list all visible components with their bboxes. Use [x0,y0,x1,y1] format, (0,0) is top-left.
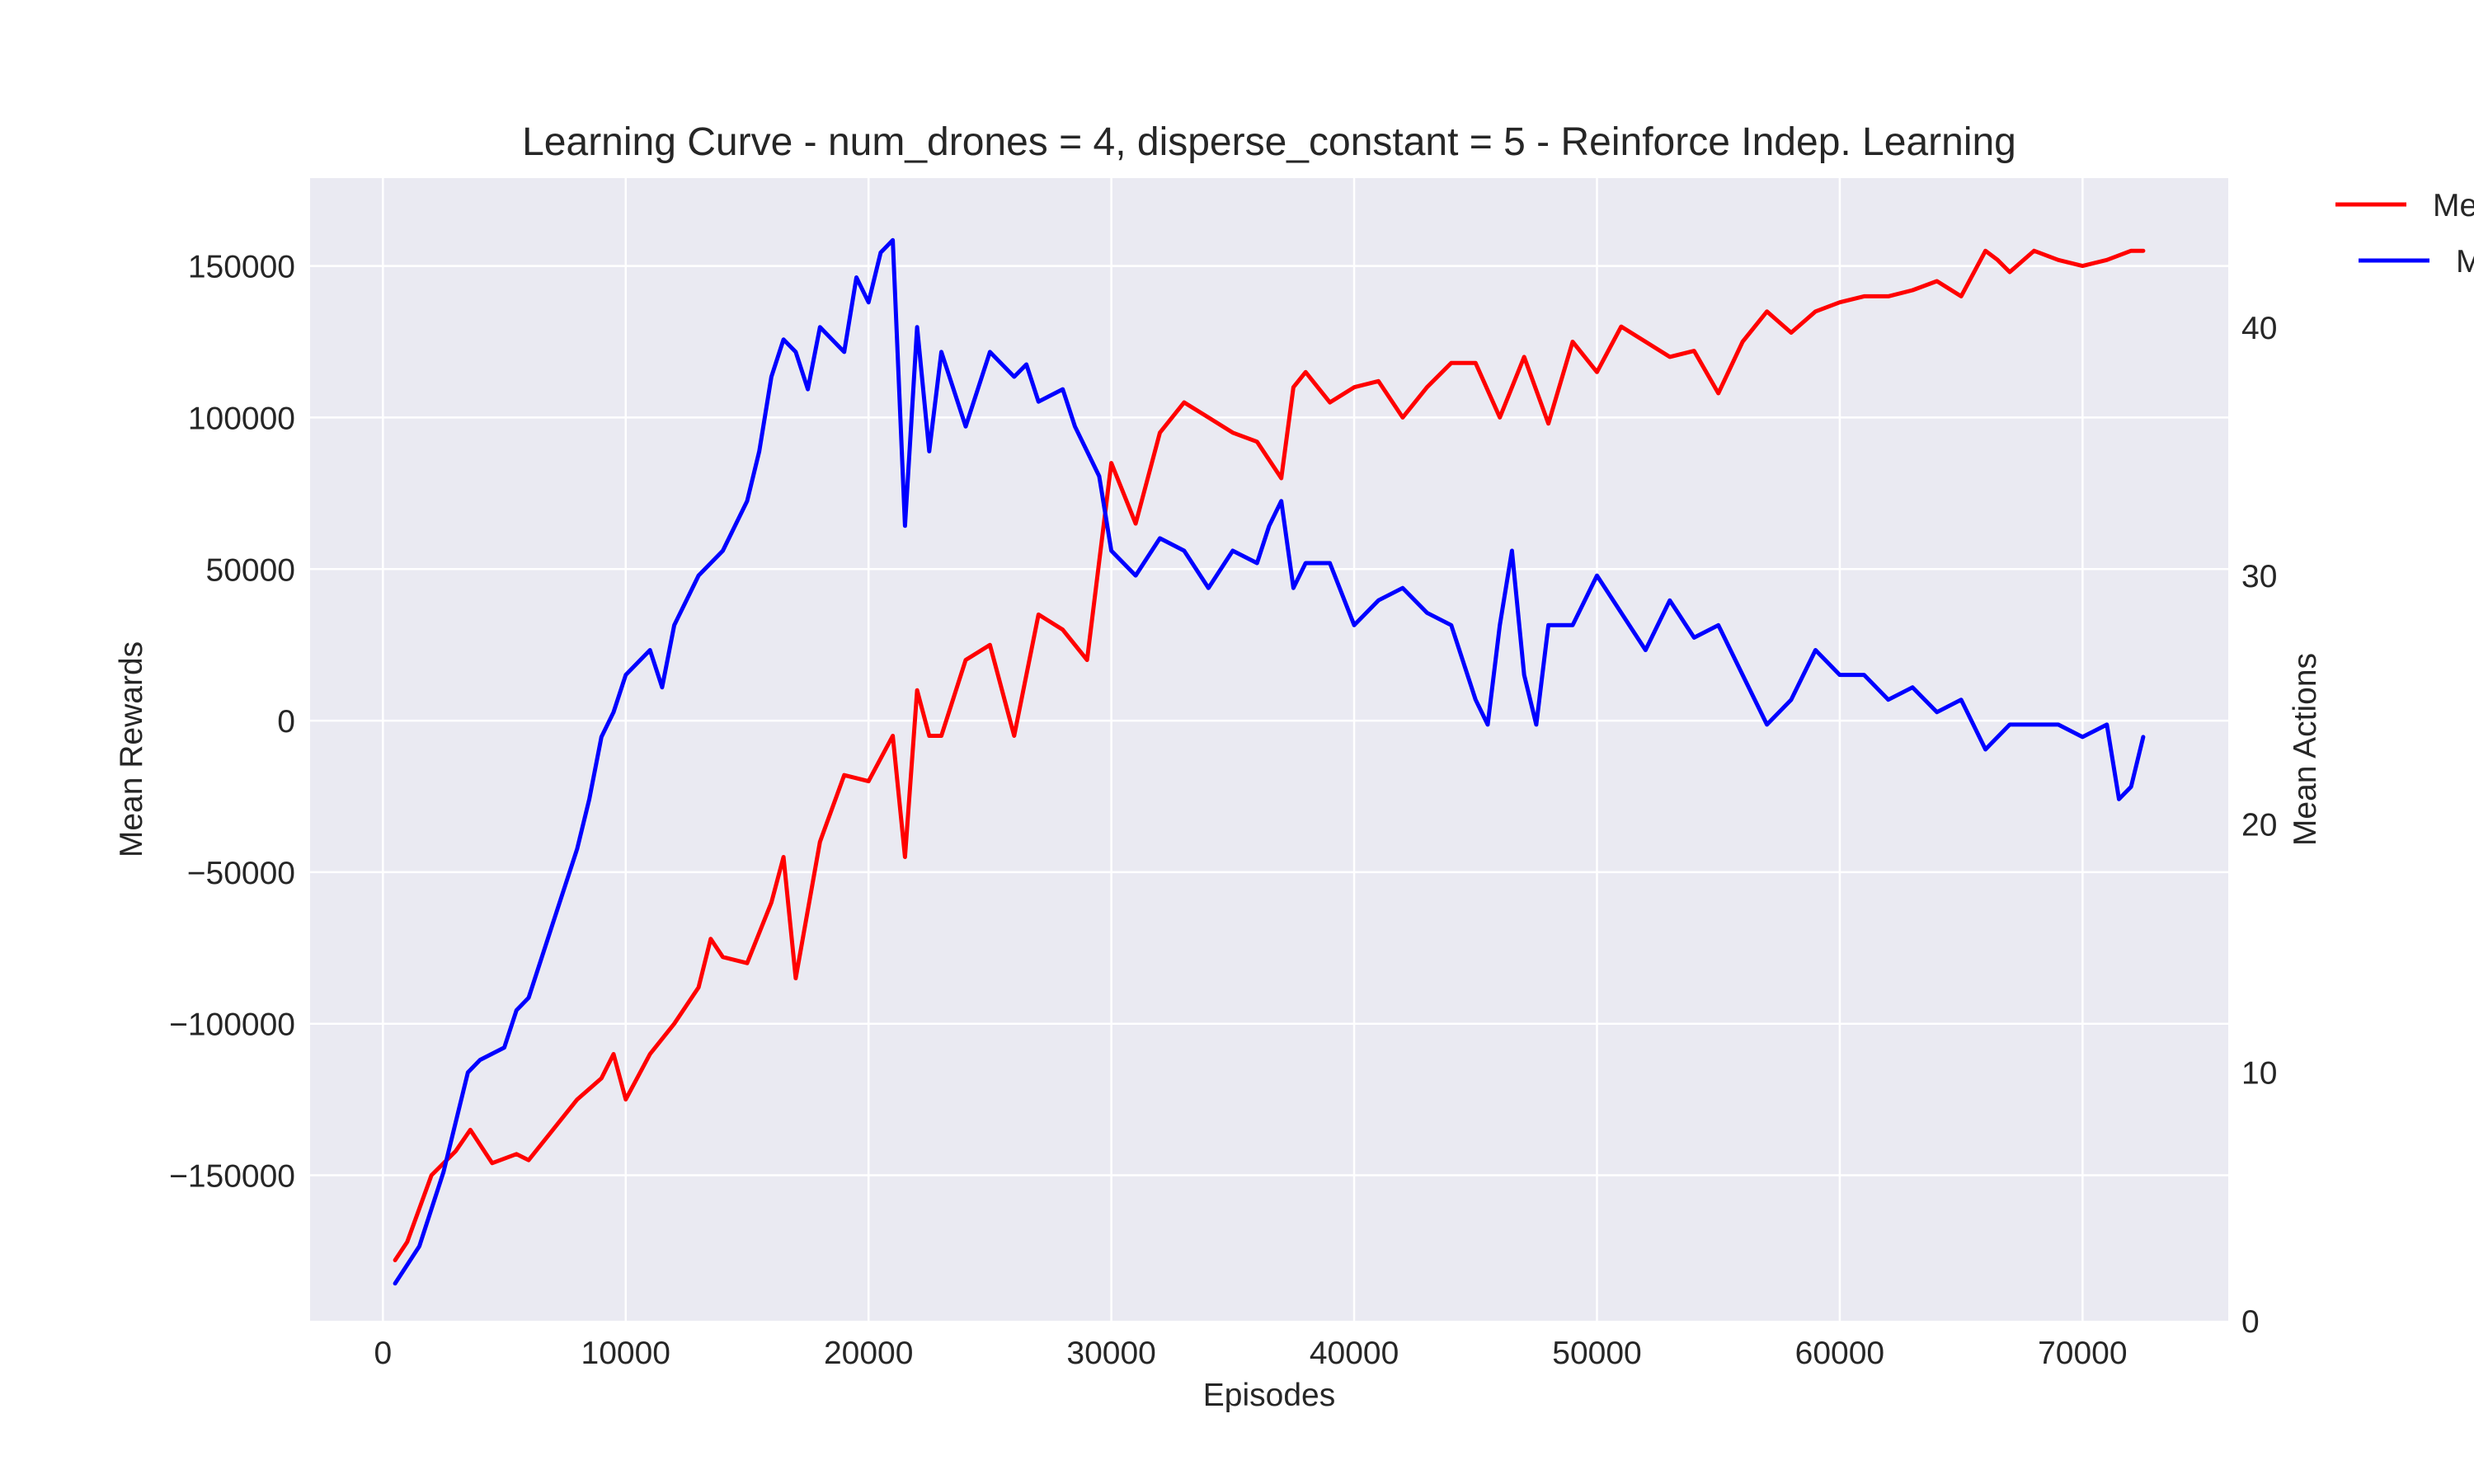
legend-label-actions: M [2456,244,2474,279]
y-tick-label-right: 30 [2241,559,2277,594]
grid [310,178,2228,1321]
series-line-actions [393,237,2146,1286]
x-tick-label: 40000 [1310,1336,1399,1371]
legend-label-rewards: Me [2433,188,2474,223]
x-tick-label: 20000 [824,1336,913,1371]
x-tick-label: 70000 [2038,1336,2127,1371]
ticks: 0 10000 20000 30000 40000 50000 60000 70000 1500… [169,250,2277,1371]
y-tick-label-right: 20 [2241,807,2277,843]
y-tick-label-right: 40 [2241,311,2277,346]
x-tick-label: 0 [374,1336,392,1371]
x-tick-label: 30000 [1066,1336,1155,1371]
y-tick-label-left: −150000 [169,1159,295,1195]
y-tick-label-left: 100000 [188,401,295,436]
x-axis-label: Episodes [1203,1378,1335,1413]
y-axis-label-left: Mean Rewards [114,641,149,857]
y-tick-label-left: 50000 [206,552,295,588]
y-axis-label-right: Mean Actions [2288,653,2323,846]
y-tick-label-left: 0 [277,704,295,740]
y-tick-label-right: 10 [2241,1056,2277,1092]
y-tick-label-left: −50000 [187,856,295,891]
x-tick-label: 10000 [581,1336,670,1371]
y-tick-label-left: 150000 [188,250,295,285]
plot-background [310,178,2228,1321]
series-line-rewards [393,248,2146,1262]
y-tick-label-left: −100000 [169,1007,295,1043]
chart-title: Learning Curve - num_drones = 4, dispers… [522,120,2016,164]
plot-lines [393,237,2146,1286]
legend: Me M [2335,188,2474,279]
x-tick-label: 60000 [1795,1336,1884,1371]
x-tick-label: 50000 [1552,1336,1641,1371]
y-tick-label-right: 0 [2241,1304,2260,1340]
